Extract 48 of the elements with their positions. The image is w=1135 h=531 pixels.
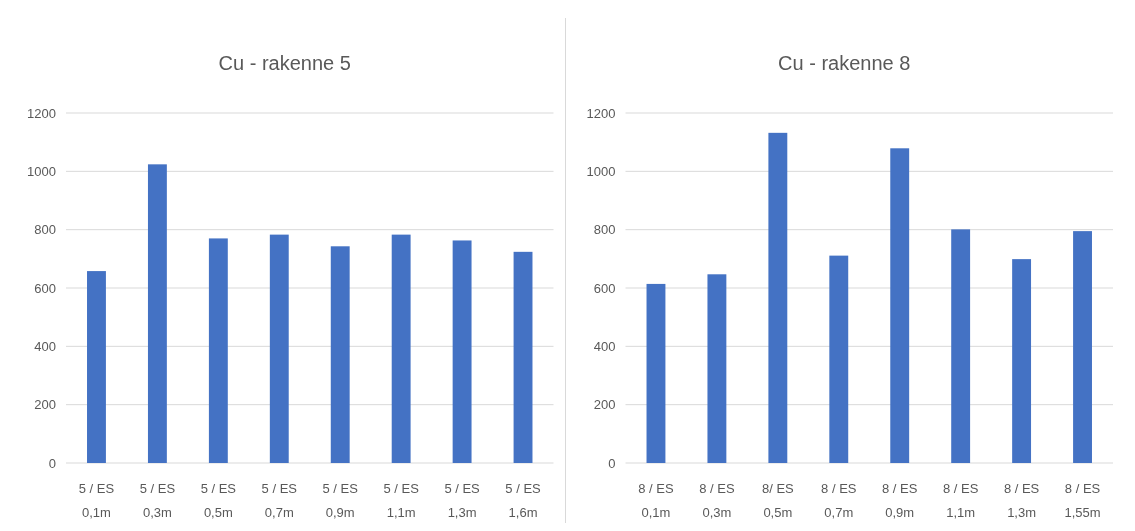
bar — [208, 238, 228, 463]
y-tick-label: 800 — [593, 222, 616, 238]
y-tick-label: 1000 — [586, 163, 616, 179]
y-tick-label: 400 — [34, 338, 56, 354]
x-tick-label: 5 / ES 0,3m — [139, 481, 176, 520]
x-tick-label: 5 / ES 1,6m — [505, 481, 542, 520]
x-tick-label: 5 / ES 0,1m — [78, 481, 115, 520]
chart-title: Cu - rakenne 5 — [218, 52, 351, 74]
y-tick-label: 1200 — [586, 105, 616, 121]
y-tick-label: 0 — [48, 455, 56, 471]
bar — [330, 246, 350, 463]
x-tick-label: 8 / ES 1,3m — [1003, 481, 1040, 520]
bar — [1073, 231, 1092, 463]
bar — [147, 164, 167, 463]
y-tick-label: 200 — [593, 397, 616, 413]
bar — [951, 229, 971, 463]
bar — [269, 234, 289, 463]
y-tick-label: 0 — [608, 455, 616, 471]
bar — [513, 251, 533, 463]
x-tick-label: 5 / ES 0,5m — [200, 481, 237, 520]
x-tick-label: 8 / ES 0,7m — [821, 481, 857, 520]
bar — [829, 255, 849, 463]
x-tick-label: 5 / ES 1,1m — [383, 481, 420, 520]
x-tick-label: 5 / ES 0,9m — [322, 481, 359, 520]
bar — [768, 132, 788, 463]
y-tick-label: 600 — [34, 280, 56, 296]
bar — [1012, 259, 1032, 463]
y-tick-label: 200 — [34, 397, 56, 413]
bar — [646, 283, 666, 463]
bar — [87, 271, 106, 463]
bar — [391, 234, 411, 463]
y-tick-label: 400 — [593, 338, 616, 354]
y-tick-label: 1000 — [27, 163, 56, 179]
bar — [890, 148, 910, 463]
x-tick-label: 8 / ES 0,1m — [638, 481, 674, 520]
chart-title: Cu - rakenne 8 — [778, 52, 911, 74]
x-tick-label: 8/ ES 0,5m — [761, 481, 795, 520]
y-tick-label: 600 — [593, 280, 616, 296]
bar — [707, 274, 727, 463]
x-tick-label: 5 / ES 1,3m — [444, 481, 481, 520]
x-tick-label: 8 / ES 0,9m — [882, 481, 918, 520]
x-tick-label: 8 / ES 0,3m — [699, 481, 735, 520]
y-tick-label: 1200 — [27, 105, 56, 121]
x-tick-label: 5 / ES 0,7m — [261, 481, 298, 520]
bar — [452, 240, 472, 463]
x-tick-label: 8 / ES 1,1m — [942, 481, 979, 520]
x-tick-label: 8 / ES 1,55m — [1064, 481, 1101, 520]
y-tick-label: 800 — [34, 222, 56, 238]
